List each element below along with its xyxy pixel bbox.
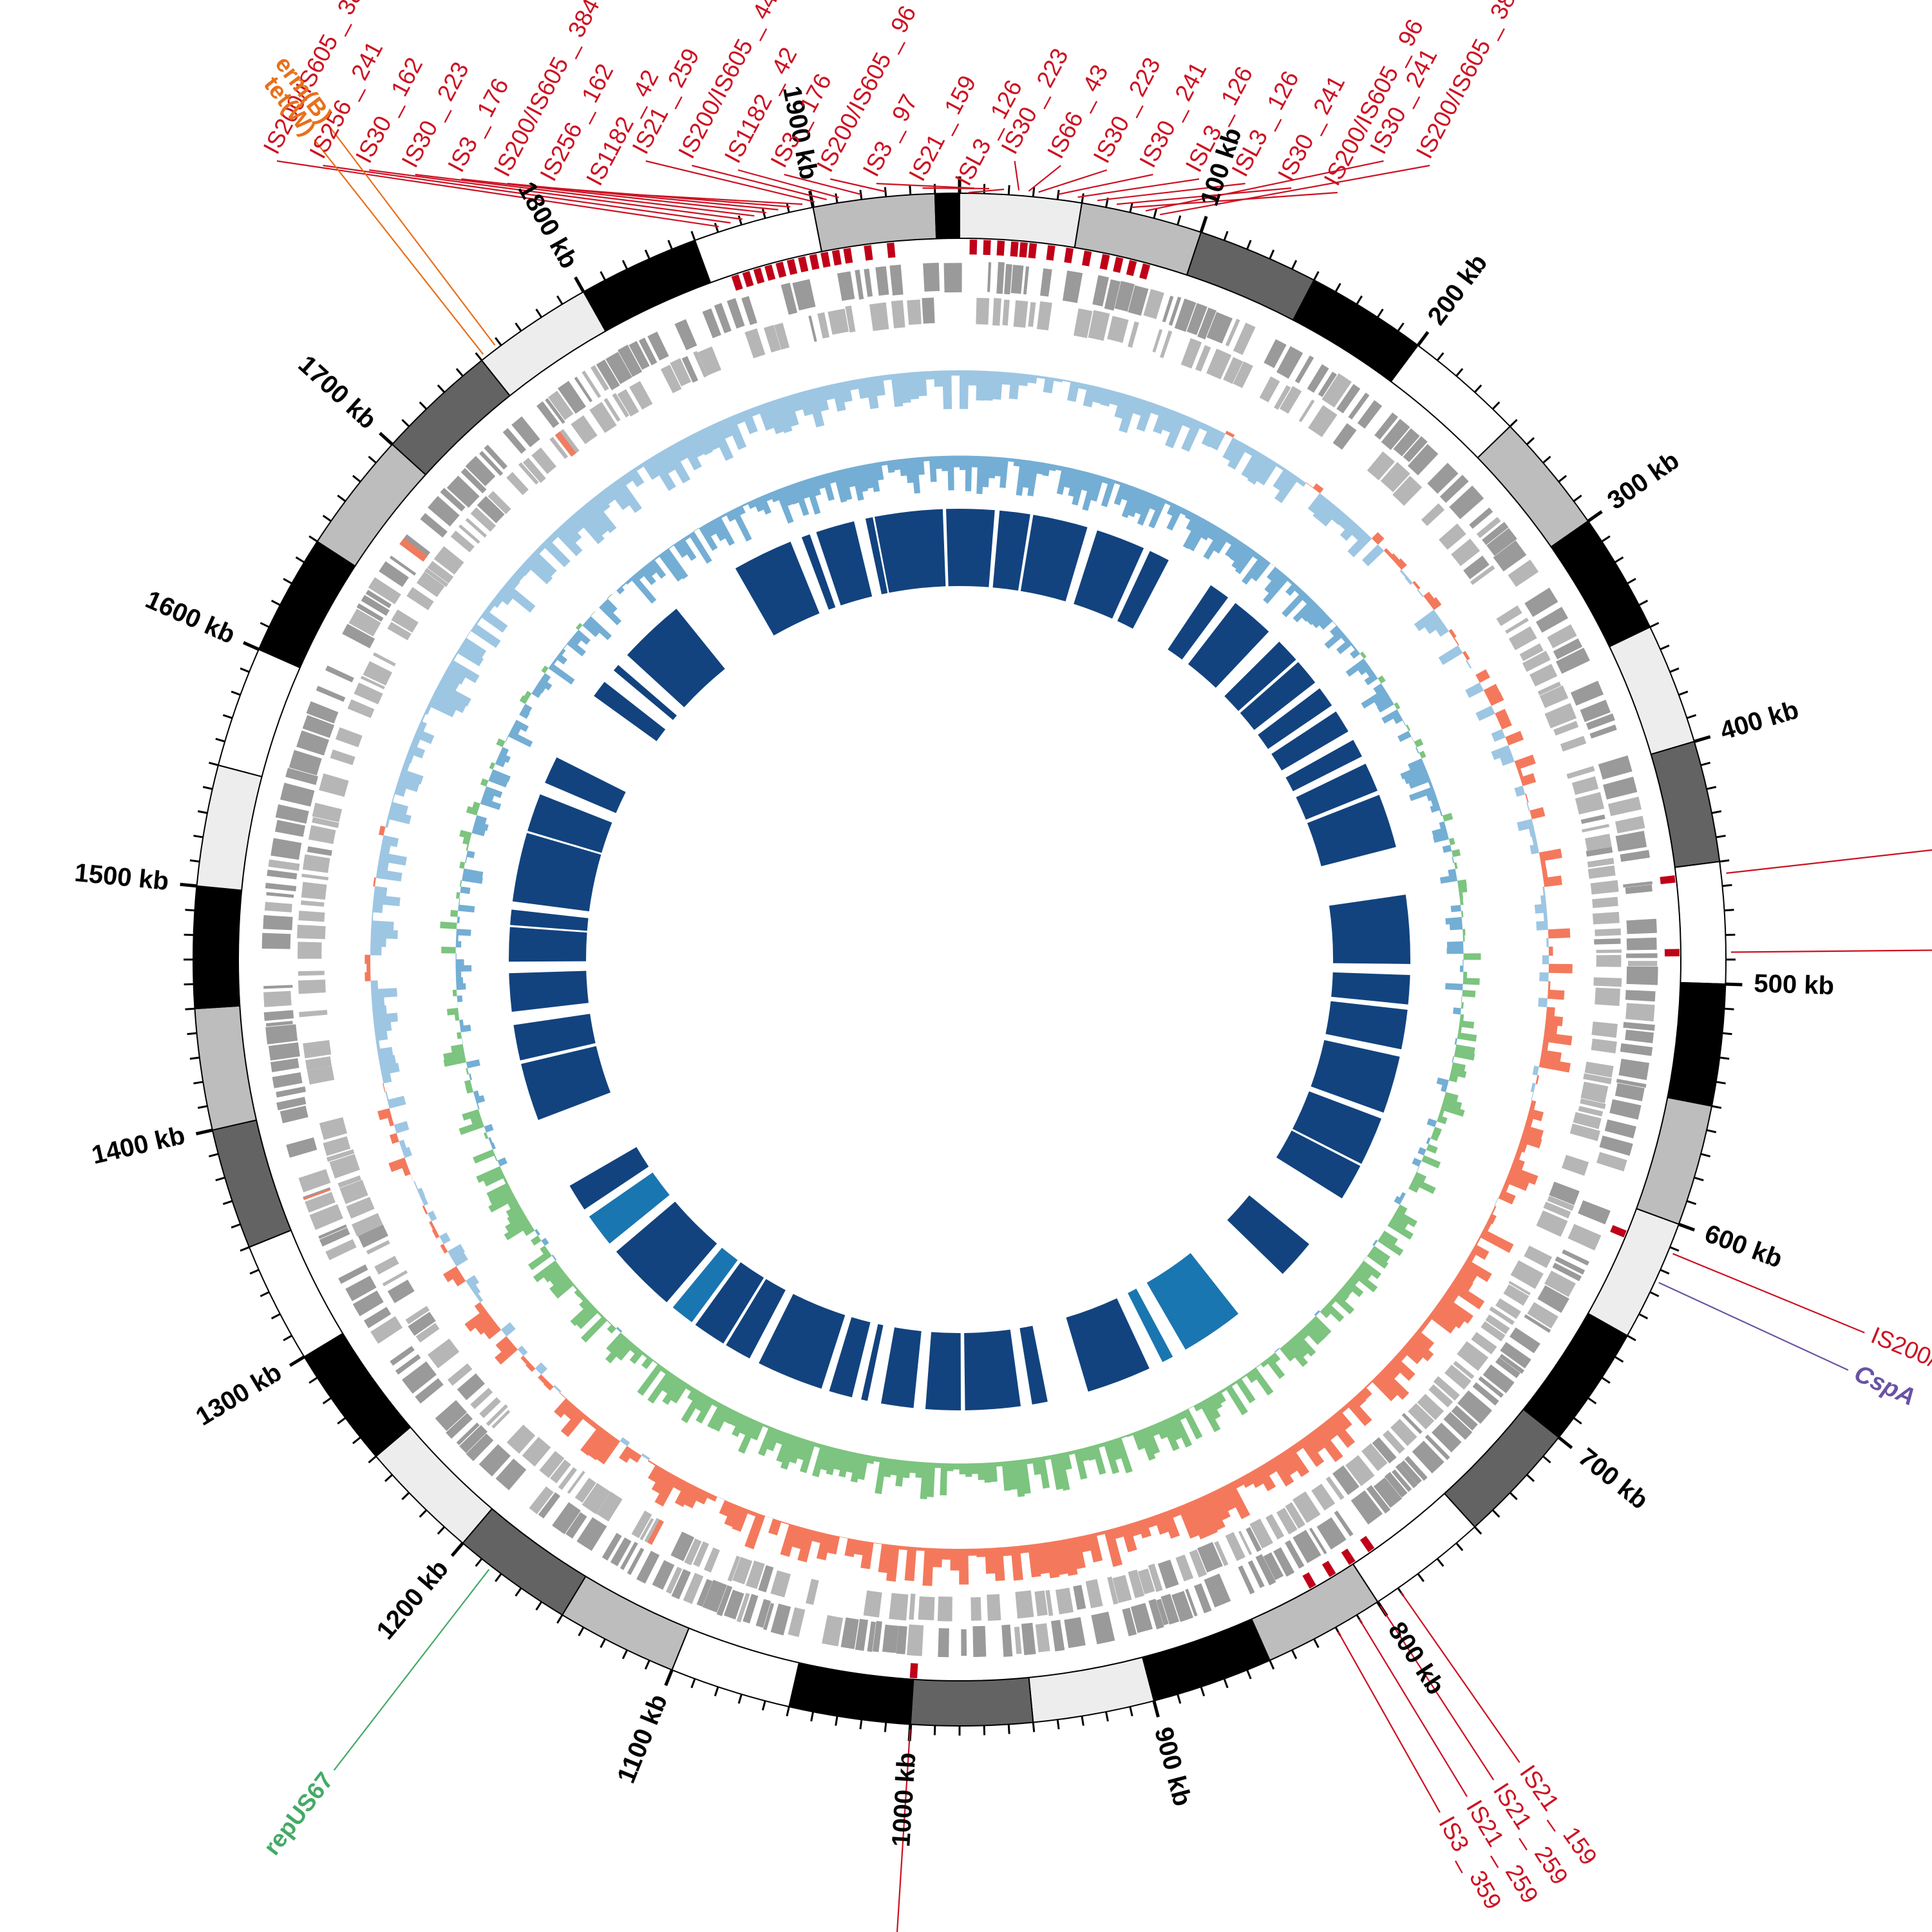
is-label-leader: [1379, 1605, 1495, 1781]
is-label-leader: [415, 173, 755, 217]
is-label-leader: [369, 169, 743, 220]
is-label-leader: [1116, 187, 1292, 205]
is-label-leader: [276, 160, 719, 227]
is-label-leader: [1038, 169, 1108, 193]
ruler-tick-marks: [180, 176, 1743, 1741]
gc-skew-ring: [365, 370, 1573, 1586]
gc-content-ring: [440, 455, 1481, 1499]
plasmid-rep-label-leader: [333, 1569, 490, 1771]
gene-label: CspA: [1850, 1360, 1920, 1412]
is-label-leader: [1726, 849, 1932, 874]
amr-gene-label-leader: [329, 127, 496, 346]
is-label-leader: [922, 187, 990, 189]
is-label-leader: [968, 188, 1005, 194]
axis-tick-label: 1100 kb: [612, 1690, 673, 1788]
is-label-leader: [1014, 160, 1020, 191]
is-marker-ring: [731, 240, 1680, 1679]
is-label-leader: [1359, 1618, 1468, 1797]
is-label-leader: [1160, 164, 1430, 216]
axis-tick-label: 400 kb: [1717, 696, 1802, 746]
is-label-leader: [1131, 191, 1338, 209]
is-label-leader: [553, 187, 791, 208]
is-label-leader: [829, 178, 886, 193]
axis-tick-label: 500 kb: [1754, 969, 1835, 1000]
coordinate-ruler-ring: [193, 192, 1727, 1727]
is-label-leader: [896, 1729, 911, 1932]
is-label-leader: [1097, 182, 1245, 202]
is-label-leader: [692, 164, 827, 200]
axis-tick-label: 300 kb: [1602, 446, 1684, 515]
axis-tick-label: 1700 kb: [293, 350, 382, 435]
is-label-leader: [737, 169, 839, 198]
reverse-cds-ring: [297, 298, 1622, 1622]
amr-gene-label-leader: [314, 139, 484, 355]
is-label-leader: [645, 160, 815, 203]
axis-tick-label: 1400 kb: [89, 1121, 187, 1170]
axis-tick-label: 200 kb: [1422, 249, 1493, 330]
is-label-leader: [1400, 1591, 1520, 1763]
axis-tick-label: 1500 kb: [73, 858, 170, 896]
is-label-leader: [507, 182, 779, 211]
is-label-leader: [784, 173, 862, 195]
label-leader-lines: [276, 127, 1932, 1932]
plasmid-rep-label: repUS67: [258, 1767, 338, 1860]
is-label-leader: [600, 191, 802, 205]
axis-tick-label: 700 kb: [1573, 1443, 1654, 1515]
is-label-leader: [1337, 1631, 1441, 1813]
is-label-leader: [1672, 1253, 1865, 1334]
axis-tick-label: 600 kb: [1701, 1219, 1786, 1273]
is-label-leader: [876, 182, 975, 189]
forward-cds-ring: [261, 261, 1658, 1658]
is-label-leader: [1057, 173, 1153, 195]
is-label-leader: [323, 164, 731, 224]
axis-tick-label: 1300 kb: [191, 1358, 287, 1432]
is-label-leader: [1077, 178, 1200, 198]
blast-identity-ring: [509, 508, 1411, 1411]
axis-tick-label: 1000 kb: [887, 1752, 921, 1848]
is-label-leader: [1145, 160, 1384, 212]
is-label-leader: [1730, 949, 1932, 953]
axis-tick-label: 1600 kb: [141, 585, 239, 650]
axis-tick-label: 800 kb: [1383, 1617, 1450, 1700]
gene-label-leader: [1658, 1282, 1849, 1371]
axis-tick-label: 900 kb: [1149, 1724, 1197, 1809]
is-label-leader: [1028, 165, 1061, 192]
